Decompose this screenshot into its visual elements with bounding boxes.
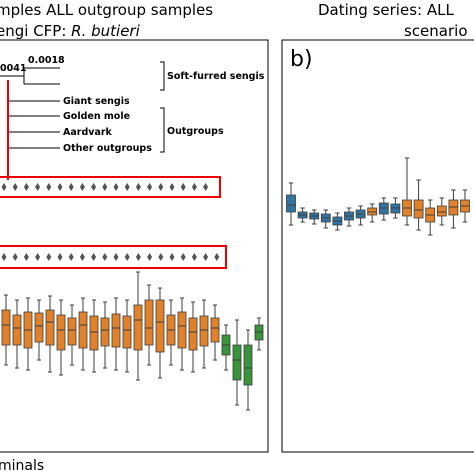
diamond [214,253,220,261]
diamond [147,183,153,191]
box [34,312,44,343]
tree-branch [8,100,60,149]
bracket [160,61,165,153]
panel-label: b) [290,47,313,72]
diamond [46,183,52,191]
panel-a-frame [0,39,269,453]
box [210,317,220,343]
diamond [23,183,29,191]
subtitle-species: R. butieri [71,22,140,40]
diamond [12,253,18,261]
marker-row [1,183,220,261]
box [199,315,209,347]
highlight-box [0,245,227,269]
diamond [124,253,130,261]
diamond [124,183,130,191]
tree [0,61,165,153]
diamond [79,183,85,191]
box [155,299,165,353]
box [12,314,22,346]
diamond [191,183,197,191]
diamond [169,253,175,261]
box [111,313,121,348]
clade-label: Outgroups [167,126,224,137]
diamond [68,253,74,261]
diamond [147,253,153,261]
box [232,344,242,381]
panel-b-subtitle: scenario [404,22,468,40]
diamond [91,253,97,261]
taxon-label: Other outgroups [63,143,152,154]
diamond [46,253,52,261]
box [45,309,55,346]
diamond [12,183,18,191]
diamond [23,253,29,261]
box [413,199,424,219]
diamond [191,253,197,261]
diamond [91,183,97,191]
diamond [35,183,41,191]
diamond [180,253,186,261]
diamond [203,253,209,261]
taxon-label: Golden mole [63,111,130,122]
panel-a-title: mples ALL outgroup samples [0,1,213,19]
diamond [135,253,141,261]
box [122,315,132,349]
diamond [113,253,119,261]
branch-length: 0.0018 [28,55,65,66]
box [286,194,296,213]
diamond [135,183,141,191]
diamond [68,183,74,191]
box [67,317,77,346]
x-axis-label: minals [0,458,44,474]
clade-label: Soft-furred sengis [167,71,265,82]
box [89,315,99,351]
box [243,344,253,386]
box [436,205,447,217]
box [133,304,143,351]
diamond [113,183,119,191]
diamond [158,253,164,261]
box [177,311,187,349]
panel-b-frame [281,39,474,453]
diamond [102,253,108,261]
box [100,317,110,347]
box [144,299,154,346]
diamond [1,183,7,191]
taxon-label: Aardvark [63,127,113,138]
diamond [180,183,186,191]
tree-branch [0,67,60,85]
diamond [35,253,41,261]
diamond [158,183,164,191]
panel-b-title: Dating series: ALL [318,1,454,19]
highlight-box [0,176,221,198]
box [188,317,198,351]
diamond [203,183,209,191]
diamond [169,183,175,191]
box [1,309,11,346]
diamond [102,183,108,191]
diamond [1,253,7,261]
diamond [57,253,63,261]
taxon-label: Giant sengis [63,96,130,107]
diamond [57,183,63,191]
panel-a-subtitle: engi CFP: R. butieri [0,22,141,40]
box [78,311,88,349]
box [56,314,66,351]
subtitle-part: engi CFP: [0,22,71,40]
diamond [79,253,85,261]
branch-length: 0041 [0,63,26,74]
